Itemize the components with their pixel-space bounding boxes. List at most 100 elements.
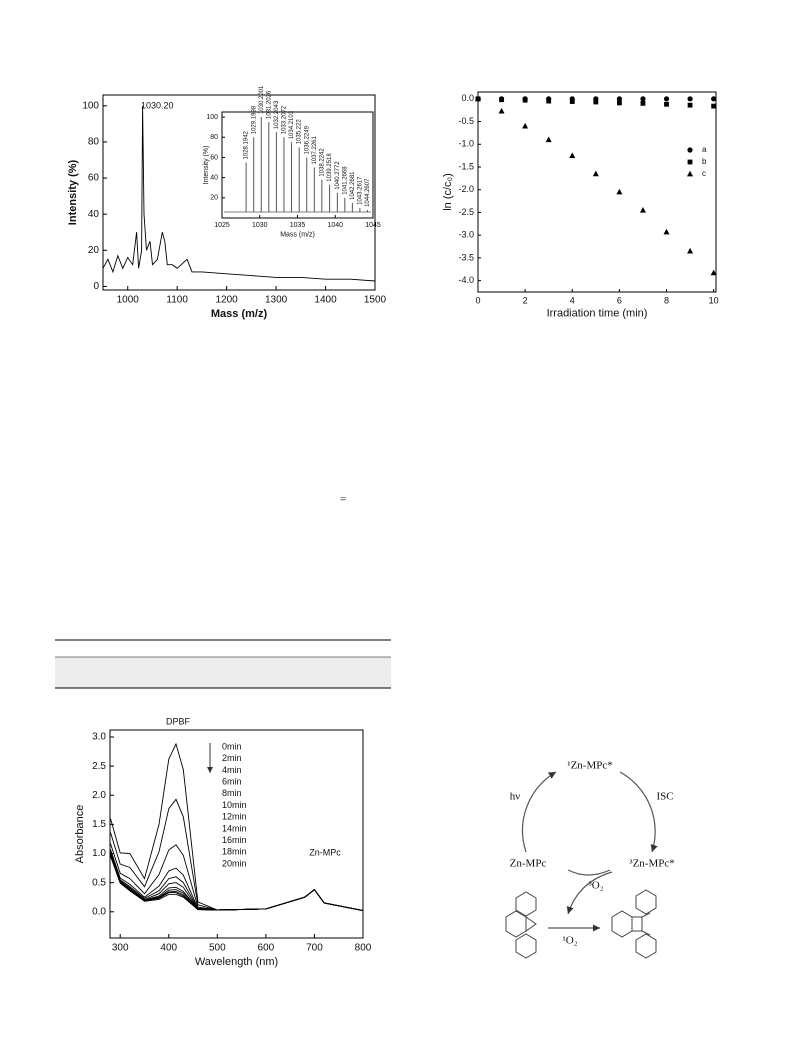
y-tick-label: -3.0 [458, 230, 474, 240]
y-tick-label: 40 [210, 174, 218, 181]
x-tick-label: 500 [209, 943, 226, 954]
molecule [505, 891, 537, 959]
legend-label: 6min [222, 776, 242, 786]
y-axis-label: ln (c/c₀) [442, 173, 454, 211]
mechanism-diagram [505, 771, 658, 959]
text-fragment: = [340, 494, 346, 506]
y-tick-label: 80 [210, 134, 218, 141]
y-tick-label: 60 [88, 173, 100, 184]
point [522, 97, 528, 103]
x-tick-label: 2 [523, 295, 528, 305]
x-tick-label: 400 [160, 943, 177, 954]
y-tick-label: 1.0 [92, 848, 106, 859]
y-tick-label: 0.0 [92, 906, 106, 917]
legend-marker [687, 147, 693, 153]
y-axis-label: Absorbance [74, 805, 86, 864]
point [545, 136, 552, 143]
peak-label: 1043.2617 [357, 176, 363, 205]
y-tick-label: 0.0 [461, 93, 474, 103]
peak-label: 1042.2681 [350, 171, 356, 200]
legend-marker [687, 170, 693, 177]
arrow [619, 771, 658, 853]
annotation: Zn-MPc [309, 847, 341, 857]
y-tick-label: 80 [88, 137, 100, 148]
peak-label: 1028.1942 [244, 130, 250, 159]
x-tick-label: 1000 [117, 295, 140, 306]
x-tick-label: 8 [664, 295, 669, 305]
y-tick-label: -4.0 [458, 275, 474, 285]
legend-label: c [702, 169, 706, 178]
point [498, 107, 505, 114]
y-tick-label: 100 [82, 100, 99, 111]
plot-frame [477, 91, 717, 293]
point [616, 96, 622, 102]
legend-label: b [702, 157, 707, 166]
y-tick-label: -2.5 [458, 207, 474, 217]
y-tick-label: -1.5 [458, 161, 474, 171]
y-axis-label: Intensity (%) [67, 159, 79, 225]
state-label: ¹Zn-MPc* [567, 760, 612, 772]
x-tick-label: 1025 [214, 222, 230, 229]
y-tick-label: 2.0 [92, 790, 106, 801]
species-label: ³O₂ [588, 880, 603, 892]
x-tick-label: 0 [475, 295, 480, 305]
y-tick-label: -2.0 [458, 184, 474, 194]
y-tick-label: -0.5 [458, 116, 474, 126]
y-tick-label: 100 [206, 114, 218, 121]
arrow [521, 771, 557, 853]
molecule [611, 889, 657, 959]
x-tick-label: 6 [617, 295, 622, 305]
point [711, 103, 717, 109]
peak-label: 1037.2261 [312, 135, 318, 164]
peak-label: 1034.2103 [289, 110, 295, 139]
y-tick-label: 40 [88, 209, 100, 220]
data-line [102, 105, 376, 282]
x-tick-label: 1045 [365, 222, 381, 229]
diagram-labels: ¹Zn-MPc* hν ISC Zn-MPc ³Zn-MPc* ³O₂ ¹O₂ [510, 760, 675, 947]
y-tick-label: 20 [210, 195, 218, 202]
point [711, 96, 717, 102]
annotation: 1030.20 [141, 100, 174, 110]
point [687, 102, 693, 108]
x-tick-label: 4 [570, 295, 575, 305]
x-axis-label: Mass (m/z) [280, 232, 315, 239]
point [663, 96, 670, 102]
y-tick-label: 0.5 [92, 877, 106, 888]
point [640, 96, 646, 102]
process-label: hν [510, 791, 521, 803]
legend-label: 18min [222, 847, 247, 857]
y-tick-label: 0 [93, 281, 99, 292]
peak-label: 1032.2043 [274, 100, 280, 129]
state-label: ³Zn-MPc* [629, 858, 674, 870]
legend-label: 8min [222, 788, 242, 798]
x-tick-label: 800 [355, 943, 372, 954]
peak-label: 1031.2026 [266, 90, 272, 119]
point [522, 122, 529, 129]
arrow [566, 871, 613, 915]
point [639, 206, 646, 213]
legend-label: 12min [222, 812, 247, 822]
peak-label: 1033.2072 [282, 105, 288, 134]
point [593, 99, 599, 105]
state-label: Zn-MPc [510, 858, 547, 870]
legend-label: a [702, 145, 707, 154]
point [687, 96, 693, 102]
legend-label: 10min [222, 800, 247, 810]
point [616, 188, 623, 195]
peak-label: 1044.2607 [365, 178, 371, 207]
peak-label: 1038.2242 [319, 148, 325, 177]
point [616, 100, 622, 106]
legend-label: 0min [222, 741, 242, 751]
x-axis-label: Mass (m/z) [211, 308, 268, 320]
inset-background [222, 112, 373, 218]
x-axis-label: Wavelength (nm) [195, 956, 278, 968]
x-tick-label: 600 [258, 943, 275, 954]
peak-label: 1039.2518 [327, 153, 333, 182]
process-label: ISC [656, 791, 673, 803]
x-tick-label: 300 [112, 943, 129, 954]
peak-label: 1029.1998 [251, 105, 257, 134]
y-tick-label: 1.5 [92, 819, 106, 830]
y-axis-label: Intensity (%) [203, 146, 210, 185]
x-tick-label: 1400 [314, 295, 337, 306]
